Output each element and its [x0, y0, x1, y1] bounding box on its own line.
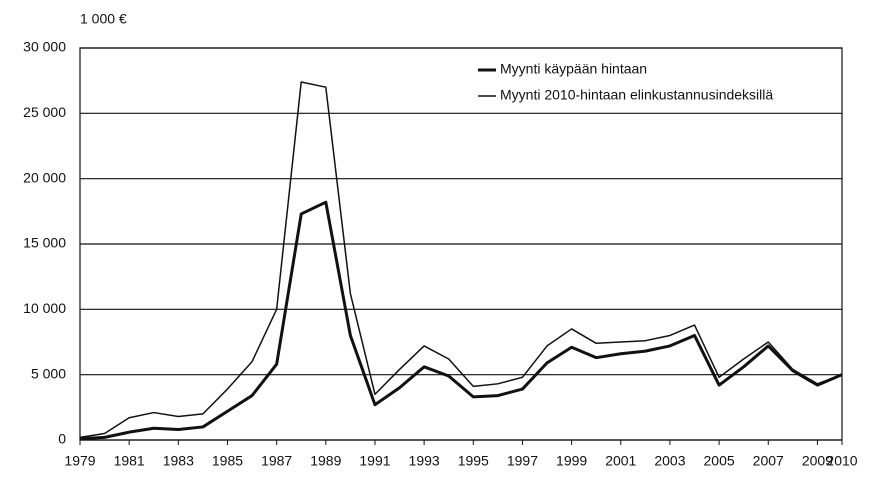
legend-box [470, 54, 840, 112]
y-tick-label: 25 000 [23, 104, 66, 120]
x-tick-label: 1997 [507, 453, 538, 469]
x-tick-label: 1991 [359, 453, 390, 469]
y-tick-label: 10 000 [23, 300, 66, 316]
y-unit-label: 1 000 € [80, 11, 127, 27]
y-tick-label: 20 000 [23, 169, 66, 185]
x-tick-label: 1979 [64, 453, 95, 469]
x-tick-label: 2003 [654, 453, 685, 469]
x-tick-label: 2009 [802, 453, 833, 469]
x-tick-label: 1989 [310, 453, 341, 469]
y-tick-label: 15 000 [23, 235, 66, 251]
x-tick-label: 1985 [212, 453, 243, 469]
x-tick-label: 1987 [261, 453, 292, 469]
series-line [79, 81, 843, 439]
x-tick-label: 1981 [114, 453, 145, 469]
series-line [79, 200, 843, 441]
legend-label: Myynti käypään hintaan [500, 61, 647, 77]
x-tick-label: 2007 [753, 453, 784, 469]
x-tick-label: 1995 [458, 453, 489, 469]
y-tick-label: 5 000 [31, 365, 66, 381]
x-tick-label: 2005 [704, 453, 735, 469]
y-tick-label: 30 000 [23, 39, 66, 55]
legend-label: Myynti 2010-hintaan elinkustannusindeksi… [500, 87, 773, 103]
x-tick-label: 2010 [826, 453, 857, 469]
y-tick-label: 0 [58, 431, 66, 447]
x-tick-label: 2001 [605, 453, 636, 469]
plot-frame [79, 47, 843, 441]
x-tick-label: 1993 [409, 453, 440, 469]
x-tick-label: 1999 [556, 453, 587, 469]
x-tick-label: 1983 [163, 453, 194, 469]
